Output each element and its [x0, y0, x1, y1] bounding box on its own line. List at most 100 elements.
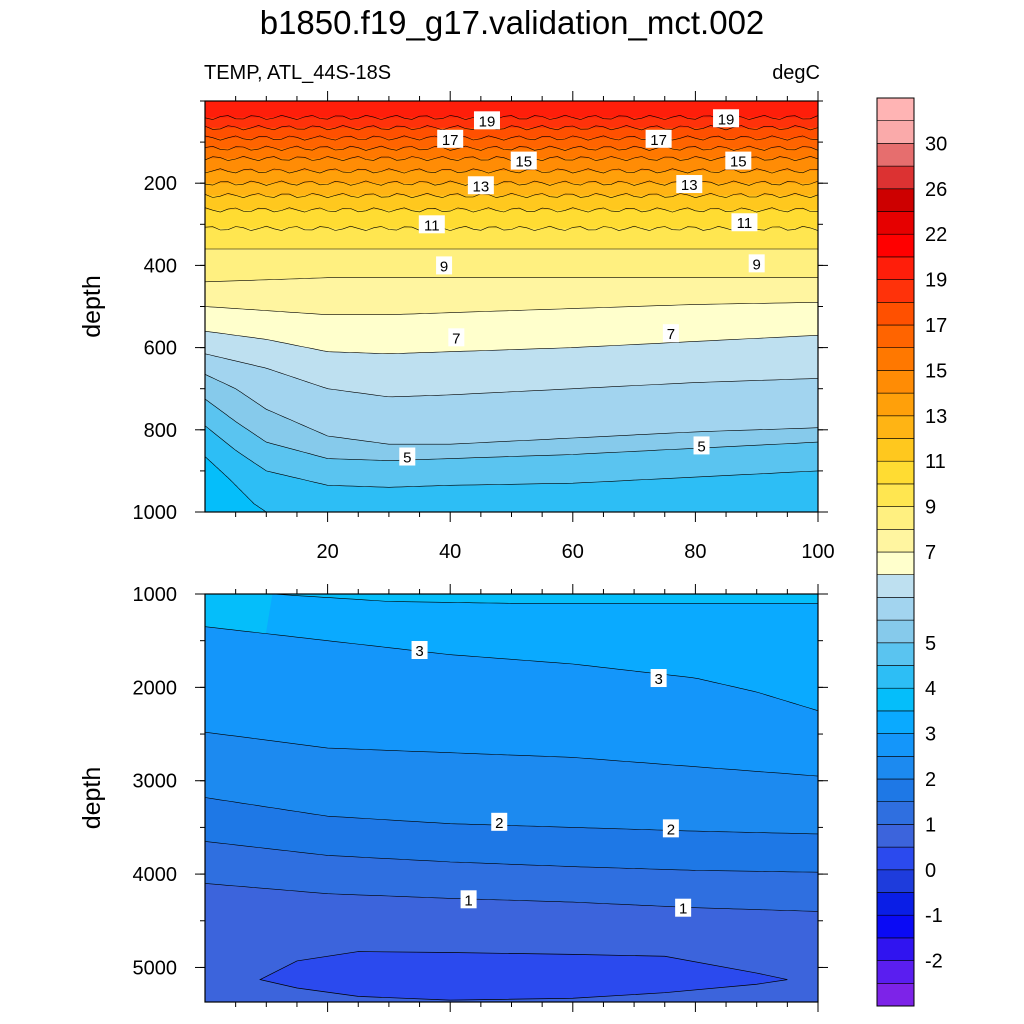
colorbar-label: 15: [925, 360, 947, 382]
contour-label-box: [436, 256, 453, 275]
y-tick-label: 400: [144, 255, 177, 277]
y-axis-label: depth: [78, 275, 106, 338]
colorbar-box: [876, 438, 915, 462]
colorbar-box: [876, 528, 915, 553]
contour-label: 17: [650, 132, 667, 149]
contour-label: 19: [479, 113, 496, 130]
contour-label: 9: [753, 256, 761, 273]
figure-title: b1850.f19_g17.validation_mct.002: [259, 4, 765, 41]
colorbar-box: [876, 982, 915, 1007]
contour-label: 15: [515, 154, 532, 171]
colorbar-label: -2: [925, 951, 943, 973]
colorbar-box: [876, 483, 915, 507]
contour-label-box: [676, 175, 703, 194]
contour-line-14: [205, 168, 818, 174]
colorbar-box: [876, 733, 915, 757]
contour-label: 15: [730, 154, 747, 171]
panel-upper: 19 19 17 17 15 15 13 13 11 11 9 9 7 7 5 5 20 40 60 80 100 200…: [78, 91, 835, 563]
contour-line-17: [205, 135, 818, 141]
colorbar-label: 1: [925, 814, 936, 836]
upper-right-label: degC: [772, 62, 820, 84]
colorbar-label: 26: [925, 179, 947, 201]
contour-fills: [205, 101, 818, 512]
contour-label: 13: [681, 177, 698, 194]
colorbar-box: [876, 755, 915, 780]
contour-label: 3: [415, 643, 423, 660]
colorbar-box: [876, 687, 915, 712]
colorbar-label: 11: [925, 451, 946, 473]
colorbar-box: [876, 279, 915, 303]
contour-line-12: [205, 192, 818, 199]
contour-line-8: [205, 277, 818, 283]
colorbar-box: [876, 370, 915, 394]
y-tick-label: 4000: [133, 864, 178, 886]
contour-label-box: [713, 109, 740, 128]
contour-label-box: [693, 436, 710, 455]
contour-label: 5: [697, 438, 705, 455]
y-tick-label: 1000: [133, 584, 178, 606]
colorbar-box: [876, 619, 915, 644]
y-tick-label: 1000: [133, 502, 178, 524]
contour-fills: [205, 594, 818, 1002]
colorbar-label: 4: [925, 678, 936, 700]
contour-line-13: [205, 180, 818, 186]
contour-line-10: [205, 225, 818, 231]
colorbar-label: 19: [925, 270, 947, 292]
contour-label-box: [510, 151, 537, 170]
colorbar-box: [876, 846, 915, 871]
colorbar-label: 5: [925, 633, 936, 655]
colorbar-box: [876, 597, 915, 621]
colorbar-box: [876, 256, 915, 280]
x-tick-label: 60: [562, 541, 584, 563]
contour-label: 2: [667, 821, 675, 838]
contour-line-1.5: [205, 841, 818, 873]
panel-lower: 3 3 2 2 1 1 1000 2000 3000 4000 5000 depth: [78, 584, 828, 1012]
contour-label-box: [399, 447, 416, 466]
contour-label: 1: [679, 901, 687, 918]
contour-line-16: [205, 145, 818, 151]
contour-label-box: [411, 641, 428, 660]
contour-label: 2: [495, 815, 503, 832]
colorbar-label: -1: [925, 905, 943, 927]
colorbar-box: [876, 824, 915, 848]
colorbar-label: 13: [925, 406, 947, 428]
colorbar-label: 7: [925, 542, 936, 564]
contour-label-box: [460, 890, 477, 909]
x-tick-label: 100: [801, 541, 834, 563]
colorbar-frame: [876, 97, 915, 1007]
colorbar-box: [876, 97, 915, 122]
contour-label-box: [467, 176, 494, 195]
contour-label: 11: [424, 217, 440, 234]
contour-line-1: [205, 883, 818, 912]
contour-line-5.5: [205, 374, 818, 445]
contour-label-box: [675, 898, 692, 917]
colorbar-box: [876, 506, 915, 530]
colorbar-label: 0: [925, 860, 936, 882]
colorbar-box: [876, 937, 915, 961]
colorbar-box: [876, 710, 915, 734]
contour-line-6.5: [205, 330, 818, 355]
contour-label-box: [418, 215, 445, 234]
contour-label: 11: [737, 215, 753, 232]
colorbar-box: [876, 460, 915, 485]
contour-label-box: [437, 129, 464, 148]
contour-line-3.5: [272, 594, 818, 604]
contour-label: 7: [452, 330, 460, 347]
colorbar-label: 17: [925, 315, 947, 337]
contour-label: 9: [440, 258, 448, 275]
y-tick-label: 5000: [133, 957, 178, 979]
colorbar-box: [876, 801, 915, 825]
x-tick-label: 20: [316, 541, 338, 563]
contour-line-4: [205, 456, 267, 512]
x-tick-label: 40: [439, 541, 461, 563]
contour-line-2: [205, 797, 818, 835]
contour-label: 5: [403, 450, 411, 467]
contour-line-7: [205, 302, 818, 315]
colorbar-label: 9: [925, 497, 936, 519]
colorbar-box: [876, 869, 915, 893]
colorbar-label: 3: [925, 724, 936, 746]
x-tick-label: 80: [684, 541, 706, 563]
colorbar-box: [876, 188, 915, 212]
colorbar-label: 22: [925, 224, 947, 246]
contour-label-box: [645, 129, 672, 148]
